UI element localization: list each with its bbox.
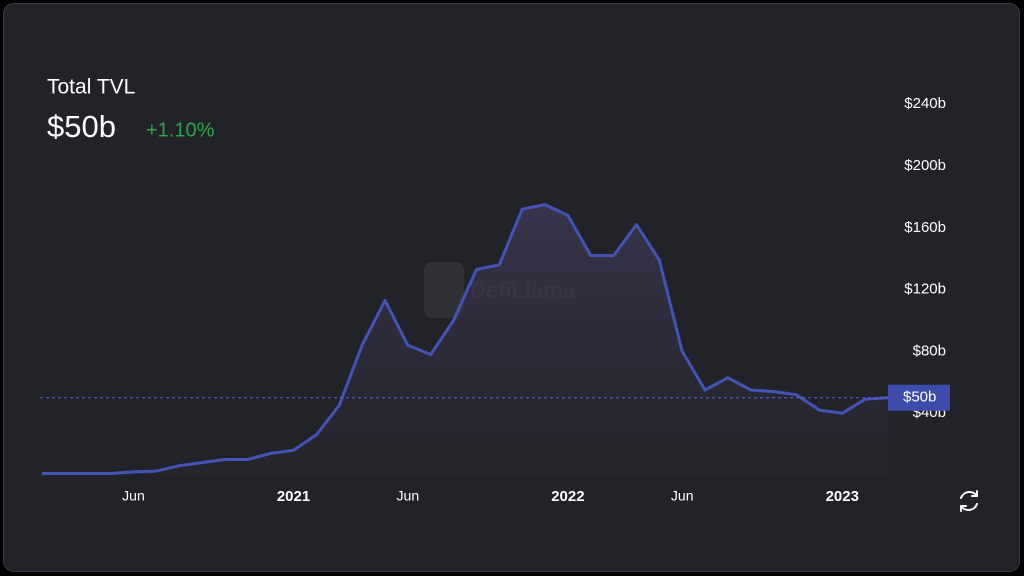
- refresh-icon[interactable]: [960, 490, 978, 512]
- x-tick-label: Jun: [671, 488, 694, 504]
- chart-title: Total TVL: [47, 76, 135, 99]
- current-value: $50b: [47, 109, 116, 144]
- x-tick-label: Jun: [397, 488, 420, 504]
- y-tick-label: $120b: [904, 281, 946, 298]
- change: +1.10%: [146, 119, 215, 141]
- plot: DefiLlama$40b$80b$120b$160b$200b$240bJun…: [40, 95, 950, 505]
- x-tick-label: 2022: [551, 488, 584, 505]
- current-value-box: [888, 384, 950, 411]
- y-tick-label: $160b: [904, 219, 946, 236]
- area: [42, 204, 888, 475]
- y-tick-label: $80b: [913, 342, 946, 359]
- x-tick-label: 2023: [826, 488, 859, 505]
- refresh-button[interactable]: [960, 490, 978, 512]
- x-tick-label: Jun: [122, 488, 145, 504]
- watermark-logo: [424, 262, 464, 318]
- y-tick-label: $200b: [904, 157, 946, 174]
- y-tick-label: $240b: [904, 95, 946, 112]
- line: [42, 203, 889, 475]
- x-tick-label: 2021: [277, 488, 310, 505]
- current-value-label: $50b: [903, 389, 936, 406]
